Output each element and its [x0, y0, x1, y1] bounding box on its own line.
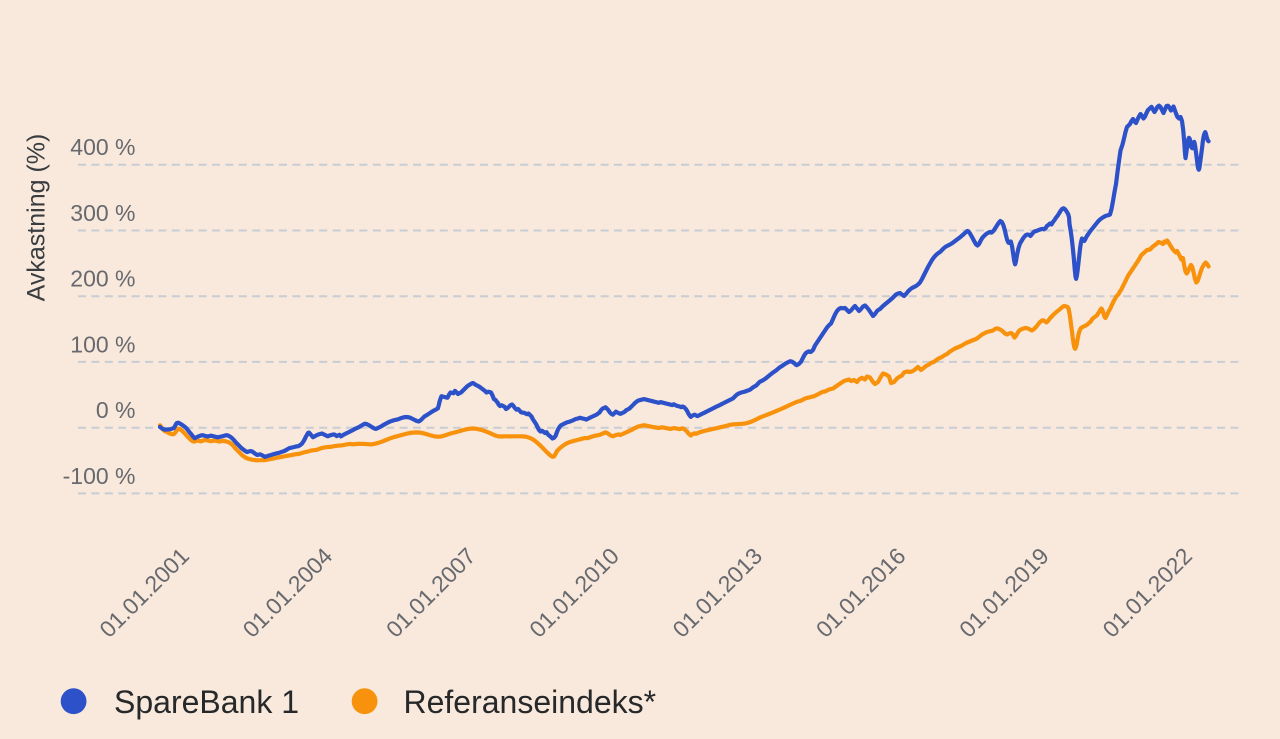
- svg-text:Referanseindeks*: Referanseindeks*: [404, 684, 657, 720]
- svg-text:SpareBank 1: SpareBank 1: [114, 684, 299, 720]
- svg-text:0 %: 0 %: [96, 397, 136, 423]
- svg-text:400 %: 400 %: [70, 134, 135, 160]
- svg-text:Avkastning (%): Avkastning (%): [23, 134, 51, 302]
- svg-text:01.01.2010: 01.01.2010: [524, 543, 624, 643]
- svg-text:200 %: 200 %: [70, 266, 135, 292]
- svg-text:01.01.2013: 01.01.2013: [667, 543, 767, 643]
- svg-text:01.01.2022: 01.01.2022: [1097, 543, 1197, 643]
- svg-text:01.01.2007: 01.01.2007: [381, 543, 481, 643]
- svg-text:100 %: 100 %: [70, 331, 135, 357]
- svg-text:300 %: 300 %: [70, 200, 135, 226]
- svg-text:01.01.2016: 01.01.2016: [811, 543, 911, 643]
- svg-text:01.01.2004: 01.01.2004: [238, 543, 338, 643]
- svg-text:01.01.2019: 01.01.2019: [954, 543, 1054, 643]
- svg-text:01.01.2001: 01.01.2001: [94, 543, 194, 643]
- svg-text:-100 %: -100 %: [63, 463, 136, 489]
